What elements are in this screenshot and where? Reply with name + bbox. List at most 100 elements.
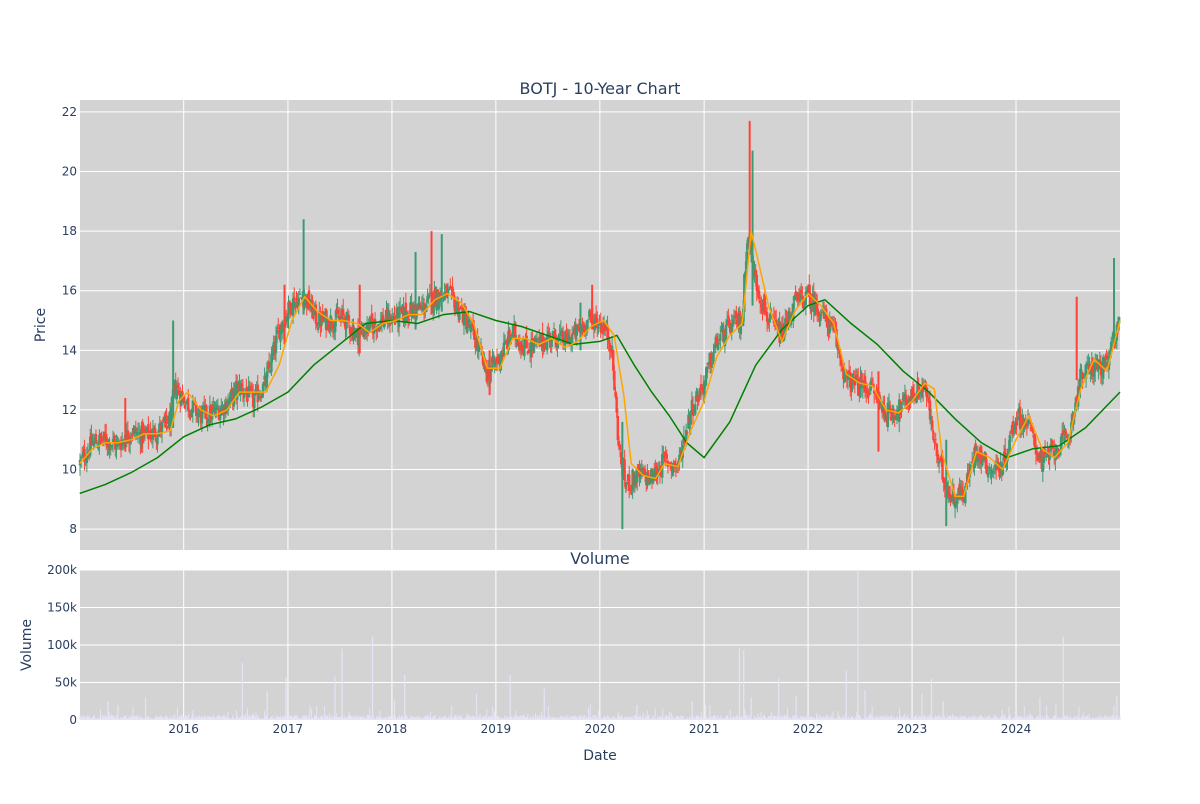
candle-body: [968, 464, 972, 478]
candle-body: [393, 315, 396, 320]
candle-body: [801, 295, 804, 300]
candle-body: [1089, 377, 1092, 379]
candle-body: [699, 384, 703, 391]
candle-body: [449, 285, 452, 289]
candle-body: [174, 382, 177, 396]
candle-body: [1048, 452, 1051, 461]
candle-body: [239, 382, 242, 395]
candle-body: [684, 429, 688, 441]
candle-body: [606, 325, 609, 341]
candle-body: [138, 432, 141, 434]
candle-body: [1082, 377, 1086, 379]
candle-body: [165, 415, 168, 424]
candle-body: [507, 330, 510, 351]
candle-body: [883, 405, 886, 421]
candle-body: [1108, 351, 1112, 358]
candle-body: [502, 342, 506, 357]
candle-body: [1078, 388, 1081, 390]
candle-body: [112, 435, 116, 443]
candle-body: [250, 389, 254, 391]
candle-body: [937, 460, 941, 464]
candle-body: [614, 391, 617, 397]
volume-chart-title: Volume: [570, 549, 630, 568]
candle-body: [327, 320, 330, 331]
candle-body: [1050, 439, 1054, 448]
candle-body: [210, 408, 214, 420]
candle-body: [422, 303, 426, 314]
x-tick-label: 2021: [689, 722, 720, 736]
candle-body: [270, 354, 273, 373]
candle-body: [991, 470, 994, 474]
candle-body: [564, 331, 567, 345]
candle-body: [467, 319, 470, 324]
candle-body: [509, 337, 512, 345]
candle-body: [1034, 447, 1038, 455]
candle-body: [1064, 429, 1067, 435]
candle-body: [532, 342, 535, 351]
price-axis-title: Price: [33, 308, 49, 342]
candle-body: [1031, 429, 1034, 431]
candle-body: [267, 361, 271, 369]
volume-tick-label: 100k: [47, 638, 77, 652]
candle-body: [126, 430, 130, 441]
candle-body: [594, 314, 598, 320]
candle-body: [760, 303, 763, 308]
candle-body: [1084, 364, 1088, 379]
candle-body: [447, 288, 451, 290]
candle-body: [551, 331, 555, 341]
candle-body: [118, 442, 122, 447]
candle-body: [436, 289, 439, 306]
ma-short-line: [79, 230, 1121, 498]
candle-body: [850, 386, 853, 393]
candle-body: [514, 322, 517, 340]
candle-body: [1114, 339, 1117, 344]
candle-body: [191, 400, 195, 413]
candle-body: [169, 405, 173, 428]
candle-body: [813, 297, 817, 316]
candle-body: [176, 385, 180, 388]
candle-body: [710, 352, 713, 368]
candle-body: [616, 416, 620, 441]
candle-body: [552, 327, 556, 329]
candle-body: [1008, 435, 1011, 454]
candle-body: [655, 466, 658, 479]
candle-body: [1030, 427, 1033, 429]
x-tick-label: 2019: [481, 722, 512, 736]
candle-body: [673, 460, 676, 468]
candle-body: [347, 315, 351, 323]
candle-body: [715, 336, 719, 346]
candle-body: [986, 472, 990, 478]
candle-body: [1099, 361, 1103, 376]
candle-body: [298, 293, 302, 295]
candle-body: [727, 315, 730, 319]
candle-body: [1026, 419, 1030, 426]
candle-body: [927, 397, 931, 403]
candle-body: [759, 300, 762, 304]
candle-body: [915, 398, 918, 404]
candle-body: [190, 409, 193, 418]
candle-body: [213, 407, 216, 413]
candle-body: [97, 445, 100, 449]
candle-body: [794, 292, 797, 296]
candle-body: [462, 307, 466, 326]
candle-body: [900, 402, 903, 413]
candle-body: [541, 332, 544, 349]
candle-body: [537, 336, 541, 338]
candle-body: [739, 325, 743, 335]
candle-body: [1092, 367, 1096, 377]
candle-body: [1091, 358, 1095, 375]
candle-body: [105, 434, 108, 445]
candle-body: [1045, 456, 1048, 458]
candle-body: [904, 394, 908, 405]
candle-body: [363, 332, 367, 335]
candle-body: [860, 372, 863, 386]
candle-body: [868, 393, 871, 395]
candle-body: [420, 306, 424, 310]
candle-body: [1033, 434, 1037, 448]
candle-body: [577, 325, 581, 332]
candle-body: [92, 440, 95, 446]
candle-body: [735, 311, 738, 319]
candle-body: [499, 358, 502, 368]
candle-body: [992, 467, 996, 469]
